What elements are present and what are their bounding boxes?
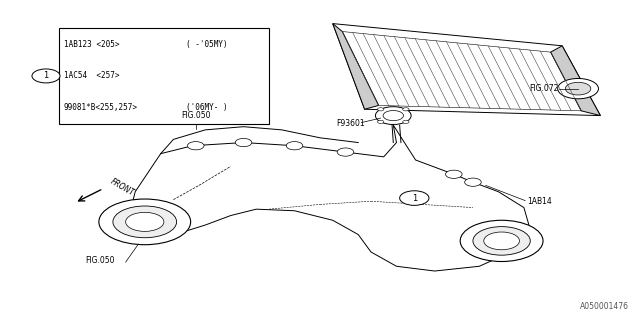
Circle shape [125,212,164,231]
Circle shape [473,227,531,255]
Text: A050001476: A050001476 [580,302,629,311]
Circle shape [565,82,591,95]
Circle shape [286,142,303,150]
Circle shape [32,69,60,83]
Circle shape [337,148,354,156]
Text: FRONT: FRONT [108,177,136,197]
Circle shape [460,220,543,261]
Polygon shape [333,24,379,109]
Polygon shape [129,125,531,271]
Polygon shape [550,46,600,116]
Circle shape [99,199,191,245]
Text: 1AC54  <257>: 1AC54 <257> [64,71,119,80]
Circle shape [403,120,409,124]
Circle shape [378,120,384,124]
Text: FIG.050: FIG.050 [181,111,211,120]
Text: FIG.050: FIG.050 [85,256,115,265]
Text: 99081*B<255,257>: 99081*B<255,257> [64,103,138,112]
Bar [59,28,269,124]
Circle shape [445,170,462,178]
Polygon shape [342,32,581,111]
Text: 1: 1 [412,194,417,203]
Circle shape [403,108,409,111]
Text: ('06MY- ): ('06MY- ) [186,103,227,112]
Circle shape [399,191,429,205]
Text: FIG.072: FIG.072 [529,84,559,93]
Text: 1AB14: 1AB14 [527,197,552,206]
Text: ( -'05MY): ( -'05MY) [186,40,227,49]
Text: 1: 1 [44,71,49,80]
Circle shape [378,108,384,111]
Text: F93601: F93601 [336,119,365,128]
Circle shape [188,142,204,150]
Circle shape [376,107,411,124]
Circle shape [484,232,520,250]
Polygon shape [333,24,600,116]
Circle shape [465,178,481,186]
Text: 1AB123 <205>: 1AB123 <205> [64,40,119,49]
Circle shape [113,206,177,238]
Circle shape [557,78,598,99]
Circle shape [383,110,403,121]
Circle shape [236,139,252,147]
